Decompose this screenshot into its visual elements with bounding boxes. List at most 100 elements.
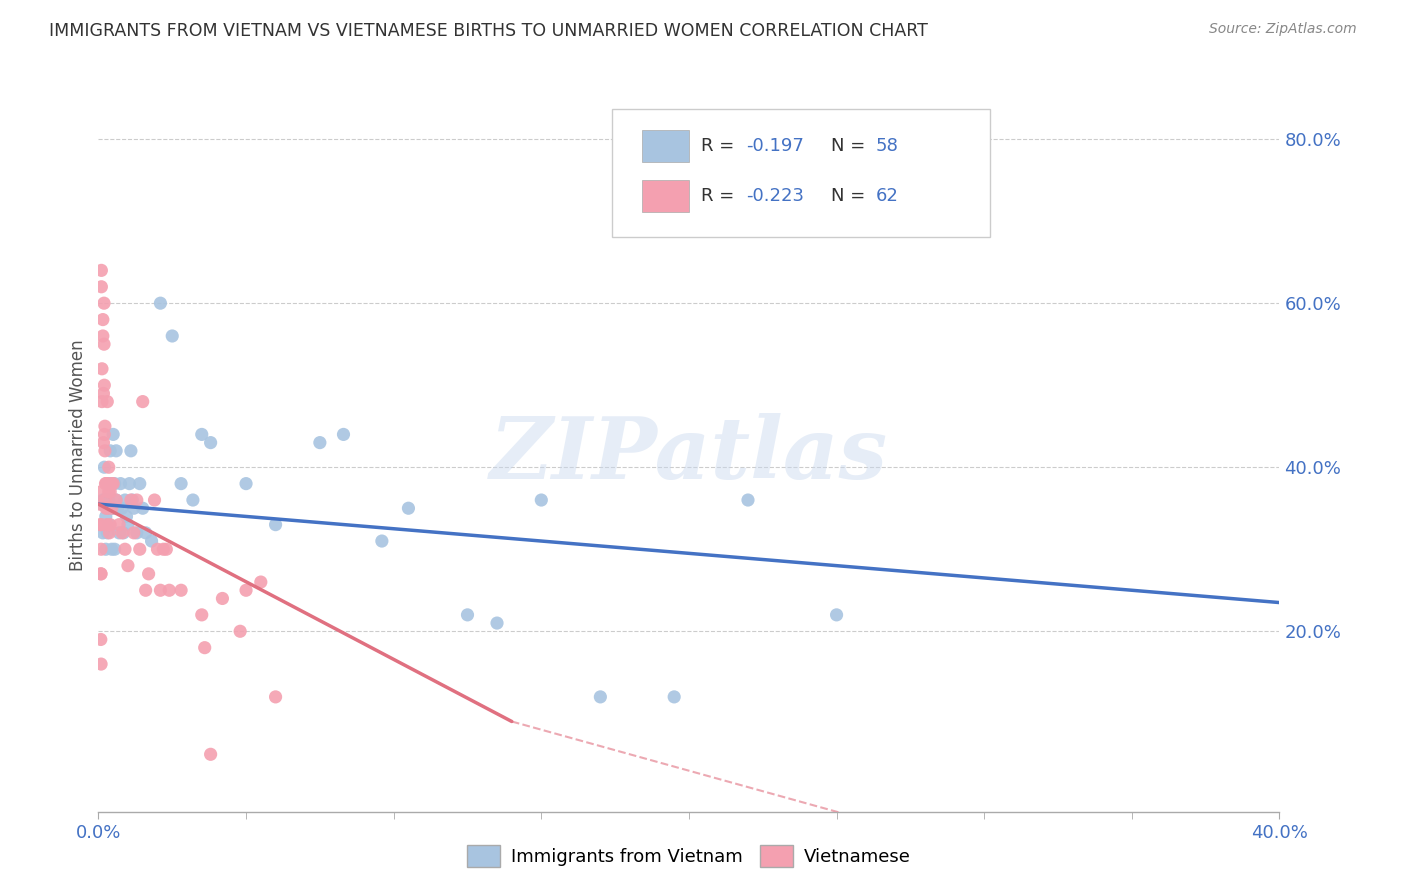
Point <box>91 394 114 409</box>
Text: R =: R = <box>700 187 740 205</box>
Point <box>332 427 354 442</box>
Point <box>90 566 112 581</box>
Point <box>96 394 118 409</box>
Point <box>264 517 287 532</box>
FancyBboxPatch shape <box>641 180 689 212</box>
Point <box>125 525 148 540</box>
Point <box>89 497 111 511</box>
Point <box>98 517 121 532</box>
Point <box>229 624 252 639</box>
Point <box>94 419 117 434</box>
Point <box>138 566 160 581</box>
Point <box>96 476 118 491</box>
Point <box>91 312 114 326</box>
Point <box>264 690 287 704</box>
Point <box>664 690 686 704</box>
Point <box>90 657 112 671</box>
Point <box>211 591 233 606</box>
Point <box>108 525 131 540</box>
Point <box>97 493 120 508</box>
Point <box>110 476 132 491</box>
Point <box>125 493 148 508</box>
Point <box>89 517 111 532</box>
Point <box>120 493 142 508</box>
Point <box>107 501 129 516</box>
Point <box>194 640 217 655</box>
Point <box>135 583 157 598</box>
Point <box>96 517 118 532</box>
Point <box>90 279 112 293</box>
Point <box>103 427 125 442</box>
Point <box>93 337 115 351</box>
FancyBboxPatch shape <box>612 109 990 237</box>
Point <box>97 484 120 499</box>
Point <box>121 493 143 508</box>
Point <box>530 493 553 508</box>
Point <box>94 509 117 524</box>
Point <box>155 542 177 557</box>
Point <box>94 443 117 458</box>
Point <box>93 435 115 450</box>
Point <box>98 476 121 491</box>
Point <box>94 476 117 491</box>
Point <box>112 525 135 540</box>
Point <box>118 476 141 491</box>
Point <box>170 476 193 491</box>
Text: IMMIGRANTS FROM VIETNAM VS VIETNAMESE BIRTHS TO UNMARRIED WOMEN CORRELATION CHAR: IMMIGRANTS FROM VIETNAM VS VIETNAMESE BI… <box>49 22 928 40</box>
Point <box>104 476 127 491</box>
Y-axis label: Births to Unmarried Women: Births to Unmarried Women <box>69 339 87 571</box>
Point <box>114 542 136 557</box>
Point <box>111 525 134 540</box>
Point <box>396 501 419 516</box>
Point <box>100 501 122 516</box>
Point <box>100 476 122 491</box>
Point <box>200 435 222 450</box>
Point <box>825 607 848 622</box>
Point <box>98 525 121 540</box>
Text: R =: R = <box>700 137 740 155</box>
Point <box>91 525 114 540</box>
Legend: Immigrants from Vietnam, Vietnamese: Immigrants from Vietnam, Vietnamese <box>460 838 918 874</box>
Point <box>105 493 128 508</box>
Point <box>235 583 257 598</box>
Point <box>486 616 509 631</box>
Point <box>93 460 115 475</box>
Point <box>170 583 193 598</box>
Point <box>181 493 204 508</box>
Point <box>149 583 172 598</box>
Point <box>98 484 121 499</box>
Point <box>120 443 142 458</box>
Point <box>152 542 174 557</box>
Point <box>94 493 117 508</box>
Point <box>90 517 112 532</box>
Text: Source: ZipAtlas.com: Source: ZipAtlas.com <box>1209 22 1357 37</box>
Point <box>100 501 122 516</box>
Point <box>309 435 332 450</box>
Text: -0.223: -0.223 <box>745 187 804 205</box>
Point <box>93 427 115 442</box>
Point <box>371 534 394 549</box>
Text: ZIPatlas: ZIPatlas <box>489 413 889 497</box>
Point <box>90 566 112 581</box>
Point <box>104 542 127 557</box>
Point <box>105 443 128 458</box>
Point <box>200 747 222 762</box>
Point <box>132 394 155 409</box>
Point <box>122 501 145 516</box>
Point <box>91 361 114 376</box>
Point <box>90 263 112 277</box>
Point <box>589 690 612 704</box>
Point <box>96 501 118 516</box>
Point <box>117 517 139 532</box>
Point <box>97 501 120 516</box>
Point <box>143 493 166 508</box>
Point <box>103 501 125 516</box>
Point <box>162 329 183 343</box>
Point <box>149 296 172 310</box>
Point <box>103 476 125 491</box>
Point <box>90 484 112 499</box>
Point <box>456 607 478 622</box>
Point <box>235 476 257 491</box>
Point <box>97 517 120 532</box>
Point <box>114 493 136 508</box>
